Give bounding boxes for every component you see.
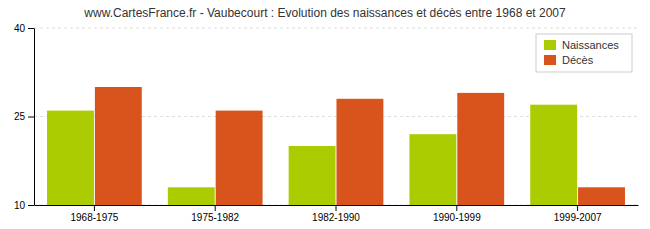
x-tick-label: 1999-2007 <box>554 212 602 223</box>
y-tick: 10 <box>14 200 34 211</box>
x-tick: 1999-2007 <box>554 205 602 223</box>
y-tick-label: 25 <box>14 111 26 122</box>
legend-frame <box>536 34 632 72</box>
y-tick: 25 <box>14 111 34 122</box>
x-tick-label: 1968-1975 <box>70 212 118 223</box>
x-tick: 1975-1982 <box>191 205 239 223</box>
bar <box>578 187 625 205</box>
legend-swatch <box>544 40 556 50</box>
bar <box>216 111 263 205</box>
x-tick-mark <box>215 205 216 211</box>
x-tick: 1968-1975 <box>70 205 118 223</box>
x-tick: 1990-1999 <box>433 205 481 223</box>
x-tick-label: 1982-1990 <box>312 212 360 223</box>
y-tick-mark <box>28 28 34 29</box>
x-tick-mark <box>577 205 578 211</box>
legend-item: Décès <box>544 54 594 66</box>
x-tick: 1982-1990 <box>312 205 360 223</box>
x-axis: 1968-1975 1975-1982 1982-1990 1990-1999 1999… <box>35 205 639 223</box>
bar <box>289 146 336 205</box>
y-tick-label: 40 <box>14 23 26 34</box>
bar <box>336 99 383 205</box>
title: www.CartesFrance.fr - Vaubecourt : Evolu… <box>83 6 566 20</box>
chart-svg: www.CartesFrance.fr - Vaubecourt : Evolu… <box>0 0 650 229</box>
y-axis: 10 25 40 <box>14 23 35 211</box>
bar <box>457 93 504 205</box>
bar <box>47 111 94 205</box>
x-tick-label: 1975-1982 <box>191 212 239 223</box>
x-tick-label: 1990-1999 <box>433 212 481 223</box>
legend-item: Naissances <box>544 39 619 51</box>
bar <box>409 134 456 205</box>
y-tick-mark <box>28 117 34 118</box>
bar <box>95 87 142 205</box>
legend-label: Décès <box>562 54 594 66</box>
legend-label: Naissances <box>562 39 619 51</box>
y-tick-mark <box>28 205 34 206</box>
grid-line <box>34 28 638 29</box>
bar-series <box>95 87 625 205</box>
x-tick-mark <box>94 205 95 211</box>
bar <box>168 187 215 205</box>
bars <box>47 87 625 205</box>
x-tick-mark <box>336 205 337 211</box>
y-axis-line <box>34 29 35 206</box>
y-tick-label: 10 <box>14 200 26 211</box>
y-tick: 40 <box>14 23 34 34</box>
bar <box>530 105 577 205</box>
legend-swatch <box>544 55 556 65</box>
chart-container: www.CartesFrance.fr - Vaubecourt : Evolu… <box>0 0 650 229</box>
legend: Naissances Décès <box>536 34 632 72</box>
x-tick-mark <box>456 205 457 211</box>
plot: 10 25 40 1968-1975 1975-1982 1982-1990 1990-19… <box>14 23 639 229</box>
